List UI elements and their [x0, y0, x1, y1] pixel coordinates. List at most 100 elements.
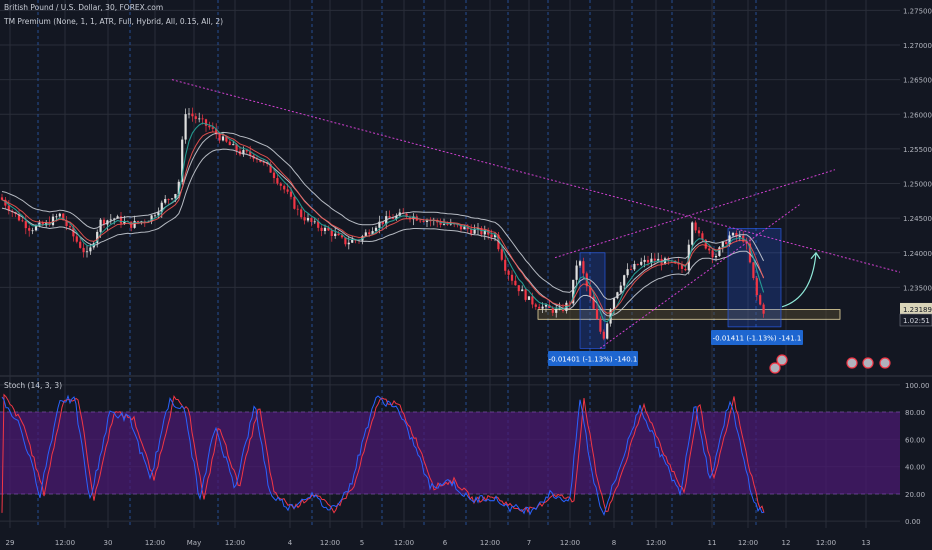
candle-body	[133, 220, 136, 228]
candle-body	[276, 178, 279, 184]
candle-body	[245, 150, 248, 152]
time-tick-label: 7	[527, 539, 531, 547]
candle-body	[711, 250, 714, 258]
stoch-tick-label: 80.00	[905, 409, 925, 417]
support-zone-rect	[537, 309, 841, 320]
candle-body	[153, 215, 157, 217]
time-tick-label: 12:00	[320, 539, 340, 547]
time-tick-label: 12:00	[145, 539, 165, 547]
candle-body	[194, 116, 197, 119]
candle-body	[555, 308, 558, 313]
candle-body	[364, 232, 367, 237]
event-marker	[776, 354, 788, 366]
time-tick-label: 6	[443, 539, 448, 547]
candle-body	[119, 216, 123, 224]
candle-body	[344, 237, 347, 245]
candle-body	[272, 172, 276, 179]
price-tick-label: 1.26000	[903, 111, 932, 119]
time-tick-label: 29	[6, 539, 15, 547]
candle-body	[109, 219, 112, 221]
stoch-tick-label: 40.00	[905, 464, 925, 472]
channel-upper-line	[554, 169, 836, 259]
candle-body	[354, 239, 357, 241]
candle-body	[374, 227, 378, 232]
candle-body	[31, 230, 34, 232]
candle-body	[198, 118, 201, 120]
candle-body	[439, 222, 442, 225]
candle-body	[623, 275, 626, 286]
price-tick-label: 1.25500	[903, 146, 932, 154]
candle-body	[296, 208, 299, 210]
candle-body	[646, 259, 650, 263]
support-zone	[537, 309, 841, 320]
candle-body	[51, 216, 55, 226]
candle-body	[242, 150, 245, 155]
candle-body	[544, 305, 548, 307]
candle-body	[446, 224, 449, 225]
stoch-k-line	[1, 394, 765, 516]
candle-body	[473, 229, 476, 234]
stoch-axis: 100.00 80.00 60.00 40.00 20.00 0.00	[905, 382, 930, 526]
candle-body	[201, 118, 204, 120]
candle-body	[323, 227, 327, 232]
price-tick-label: 1.25000	[903, 181, 932, 189]
candle-body	[759, 295, 762, 305]
candle-body	[738, 235, 741, 237]
candle-body	[524, 289, 527, 300]
candle-body	[626, 269, 629, 276]
candle-body	[204, 119, 208, 126]
price-axis: 1.27500 1.27000 1.26500 1.26000 1.25500 1.250…	[899, 7, 932, 327]
time-tick-label: 5	[360, 539, 364, 547]
time-tick-label: 12:00	[394, 539, 414, 547]
candle-body	[96, 231, 99, 244]
time-tick-label: 12:00	[560, 539, 580, 547]
candle-body	[442, 224, 446, 225]
ma-slow-line	[1, 131, 765, 314]
candle-body	[102, 219, 106, 225]
stoch-tick-label: 60.00	[905, 436, 925, 444]
time-tick-label: 12:00	[225, 539, 245, 547]
candle-body	[249, 151, 252, 156]
candle-body	[41, 222, 44, 226]
candle-body	[286, 189, 289, 192]
symbol-legend: British Pound / U.S. Dollar, 30, FOREX.c…	[4, 3, 164, 12]
candle-body	[34, 225, 38, 231]
candle-body	[500, 249, 503, 260]
candle-body	[694, 222, 697, 231]
candle-body	[79, 241, 82, 248]
candle-body	[619, 285, 622, 293]
stoch-tick-label: 0.00	[905, 518, 921, 526]
candle-body	[653, 258, 656, 261]
candle-body	[578, 261, 582, 266]
price-axis-panel[interactable]	[900, 0, 932, 550]
candle-body	[728, 235, 731, 245]
candle-body	[228, 141, 231, 146]
measure-label-bg	[711, 330, 803, 345]
candle-body	[174, 194, 177, 199]
candle-body	[164, 199, 167, 203]
candle-body	[368, 232, 371, 235]
candle-body	[191, 113, 194, 117]
candle-body	[289, 191, 293, 197]
candle-body	[419, 220, 422, 222]
measure-boxes	[579, 228, 782, 349]
measure-label-bg	[548, 351, 638, 366]
candle-body	[113, 218, 116, 220]
price-tick-label: 1.23500	[903, 284, 932, 292]
candle-body	[320, 227, 323, 232]
candle-body	[89, 247, 92, 252]
candle-body	[612, 298, 616, 310]
candle-body	[334, 233, 337, 236]
candle-body	[762, 304, 765, 314]
candle-body	[72, 227, 75, 237]
ma-fast-line	[1, 122, 765, 323]
price-tick-label: 1.27500	[903, 7, 932, 15]
candle-body	[327, 227, 330, 231]
envelope-lower	[1, 148, 765, 317]
projection-arrow-curve	[781, 252, 817, 308]
candle-body	[235, 144, 238, 151]
candle-body	[65, 220, 68, 227]
candle-body	[677, 263, 680, 265]
event-marker	[862, 357, 874, 369]
